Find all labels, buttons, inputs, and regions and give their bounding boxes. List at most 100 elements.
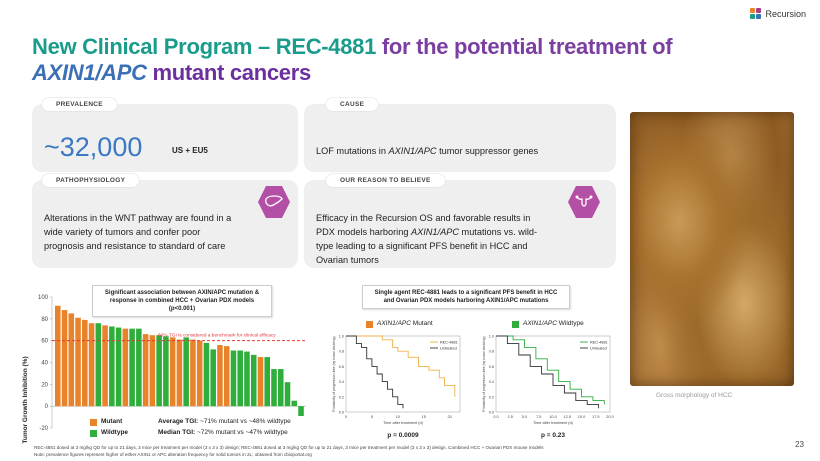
y-tick-label: 100	[38, 295, 49, 301]
y-tick-label: 1.0	[489, 335, 494, 339]
legend-untreated-label: Untreated	[590, 347, 607, 351]
bar-wildtype	[210, 349, 216, 407]
bar-wildtype	[244, 351, 250, 407]
bar-mutant	[217, 345, 223, 407]
prevalence-value: ~32,000	[44, 132, 143, 162]
reason-card: OUR REASON TO BELIEVE Efficacy in the Re…	[304, 174, 616, 268]
x-tick-label: 17.5	[592, 415, 599, 419]
x-axis-label: Time after treatment (d)	[533, 421, 573, 425]
specimen-caption: Gross morphology of HCC	[656, 392, 733, 399]
x-tick-label: 2.5	[508, 415, 513, 419]
bar-mutant	[190, 339, 196, 407]
bar-wildtype	[271, 369, 277, 407]
cause-card: CAUSE LOF mutations in AXIN1/APC tumor s…	[304, 98, 616, 172]
y-tick-label: 0.0	[339, 411, 344, 415]
x-tick-label: 10	[396, 415, 400, 419]
y-tick-label: 0.0	[489, 411, 494, 415]
liver-icon	[258, 186, 290, 218]
wildtype-km-title: AXIN1/APC Wildtype	[523, 320, 584, 327]
legend-wildtype-label: Wildtype	[101, 429, 129, 436]
y-axis-label: Probability of progression-free (by tumo…	[332, 336, 336, 411]
mutant-km-swatch	[366, 321, 373, 328]
page-title: New Clinical Program – REC-4881 for the …	[32, 34, 673, 85]
x-tick-label: 15	[422, 415, 426, 419]
legend-wildtype-swatch	[90, 430, 97, 437]
bar-wildtype	[163, 336, 169, 407]
bar-mutant	[257, 357, 264, 407]
mutant-km-title: AXIN1/APC Mutant	[377, 320, 433, 327]
bar-mutant	[223, 346, 230, 407]
bar-mutant	[68, 313, 75, 407]
bar-mutant	[142, 334, 149, 407]
bar-mutant	[102, 325, 108, 407]
bar-wildtype	[291, 400, 298, 407]
x-tick-label: 7.5	[536, 415, 541, 419]
x-tick-label: 20.0	[606, 415, 613, 419]
pathophysiology-card: PATHOPHYSIOLOGY Alterations in the WNT p…	[32, 174, 298, 268]
legend-untreated-label: Untreated	[440, 347, 457, 351]
bar-wildtype	[129, 328, 135, 407]
p-value: p = 0.0009	[387, 432, 419, 439]
bar-mutant	[61, 310, 68, 407]
brand-logo: Recursion	[750, 8, 806, 19]
bar-wildtype	[95, 323, 102, 407]
bar-wildtype	[183, 337, 189, 407]
series-untreated	[346, 335, 404, 409]
bar-mutant	[88, 323, 95, 407]
bar-wildtype	[156, 335, 162, 407]
cause-text: LOF mutations in AXIN1/APC tumor suppres…	[316, 146, 539, 156]
brand-name: Recursion	[765, 8, 806, 19]
x-axis-label: Time after treatment (d)	[383, 421, 423, 425]
bar-mutant	[169, 337, 176, 407]
y-tick-label: 0.2	[339, 395, 344, 399]
x-tick-label: 12.5	[564, 415, 571, 419]
wildtype-km-swatch	[512, 321, 519, 328]
series-rec4881	[346, 335, 456, 397]
waterfall-title-box: Significant association between AXIN/APC…	[92, 285, 272, 317]
x-tick-label: 15.0	[578, 415, 585, 419]
x-tick-label: 5.0	[522, 415, 527, 419]
y-tick-label: 80	[41, 317, 48, 323]
p-value: p = 0.23	[541, 432, 565, 439]
bar-wildtype	[203, 342, 210, 407]
pathophysiology-text: Alterations in the WNT pathway are found…	[44, 213, 232, 251]
waterfall-chart: Tumor Growth Inhibition (%) 100 80 60 40 20 0…	[22, 295, 306, 444]
prevalence-label: PREVALENCE	[42, 98, 117, 111]
bar-wildtype	[237, 350, 243, 407]
waterfall-ylabel: Tumor Growth Inhibition (%)	[22, 356, 29, 443]
x-tick-label: 0.0	[493, 415, 498, 419]
x-tick-label: 20	[448, 415, 452, 419]
bar-mutant	[82, 319, 88, 407]
y-tick-label: 0.8	[339, 350, 344, 354]
prevalence-card: PREVALENCE ~32,000 US + EU5	[32, 98, 298, 172]
recursion-logo-icon	[750, 8, 762, 19]
footnote-prevalence: Note: prevalence figures represent highe…	[34, 452, 312, 457]
y-axis-label: Probability of progression-free (by tumo…	[482, 336, 486, 411]
legend-rec-label: REC-4881	[440, 341, 458, 345]
bar-wildtype	[264, 357, 271, 407]
mutant-km-plot: 0.0 0.2 0.4 0.6 0.8 1.0 0 5 10 15 20 Time after tre…	[332, 335, 461, 439]
y-tick-label: 0.4	[489, 380, 494, 384]
y-tick-label: 0.6	[489, 365, 494, 369]
bar-wildtype	[277, 369, 284, 407]
reason-label: OUR REASON TO BELIEVE	[326, 174, 445, 187]
y-tick-label: 0.8	[489, 350, 494, 354]
legend-mutant-label: Mutant	[101, 418, 123, 425]
x-tick-label: 0	[345, 415, 347, 419]
pathophysiology-label: PATHOPHYSIOLOGY	[42, 174, 140, 187]
hcc-specimen-image	[630, 112, 794, 386]
bar-wildtype	[250, 354, 257, 407]
series-untreated	[496, 335, 600, 409]
prevalence-region: US + EU5	[172, 146, 208, 155]
y-tick-label: 0.2	[489, 395, 494, 399]
bar-wildtype	[109, 326, 115, 407]
x-tick-label: 10.0	[549, 415, 556, 419]
bar-wildtype	[298, 406, 304, 416]
y-tick-label: 20	[41, 382, 48, 388]
wildtype-km-plot: 0.0 0.2 0.4 0.6 0.8 1.0 0.0 2.5 5.0 7.5 10.0 12.5 15…	[482, 335, 614, 440]
bar-mutant	[122, 328, 129, 407]
survival-title-box: Single agent REC-4881 leads to a signifi…	[362, 285, 570, 309]
bar-wildtype	[136, 328, 142, 407]
legend-rec-label: REC-4881	[590, 341, 608, 345]
legend-mutant-swatch	[90, 419, 97, 426]
